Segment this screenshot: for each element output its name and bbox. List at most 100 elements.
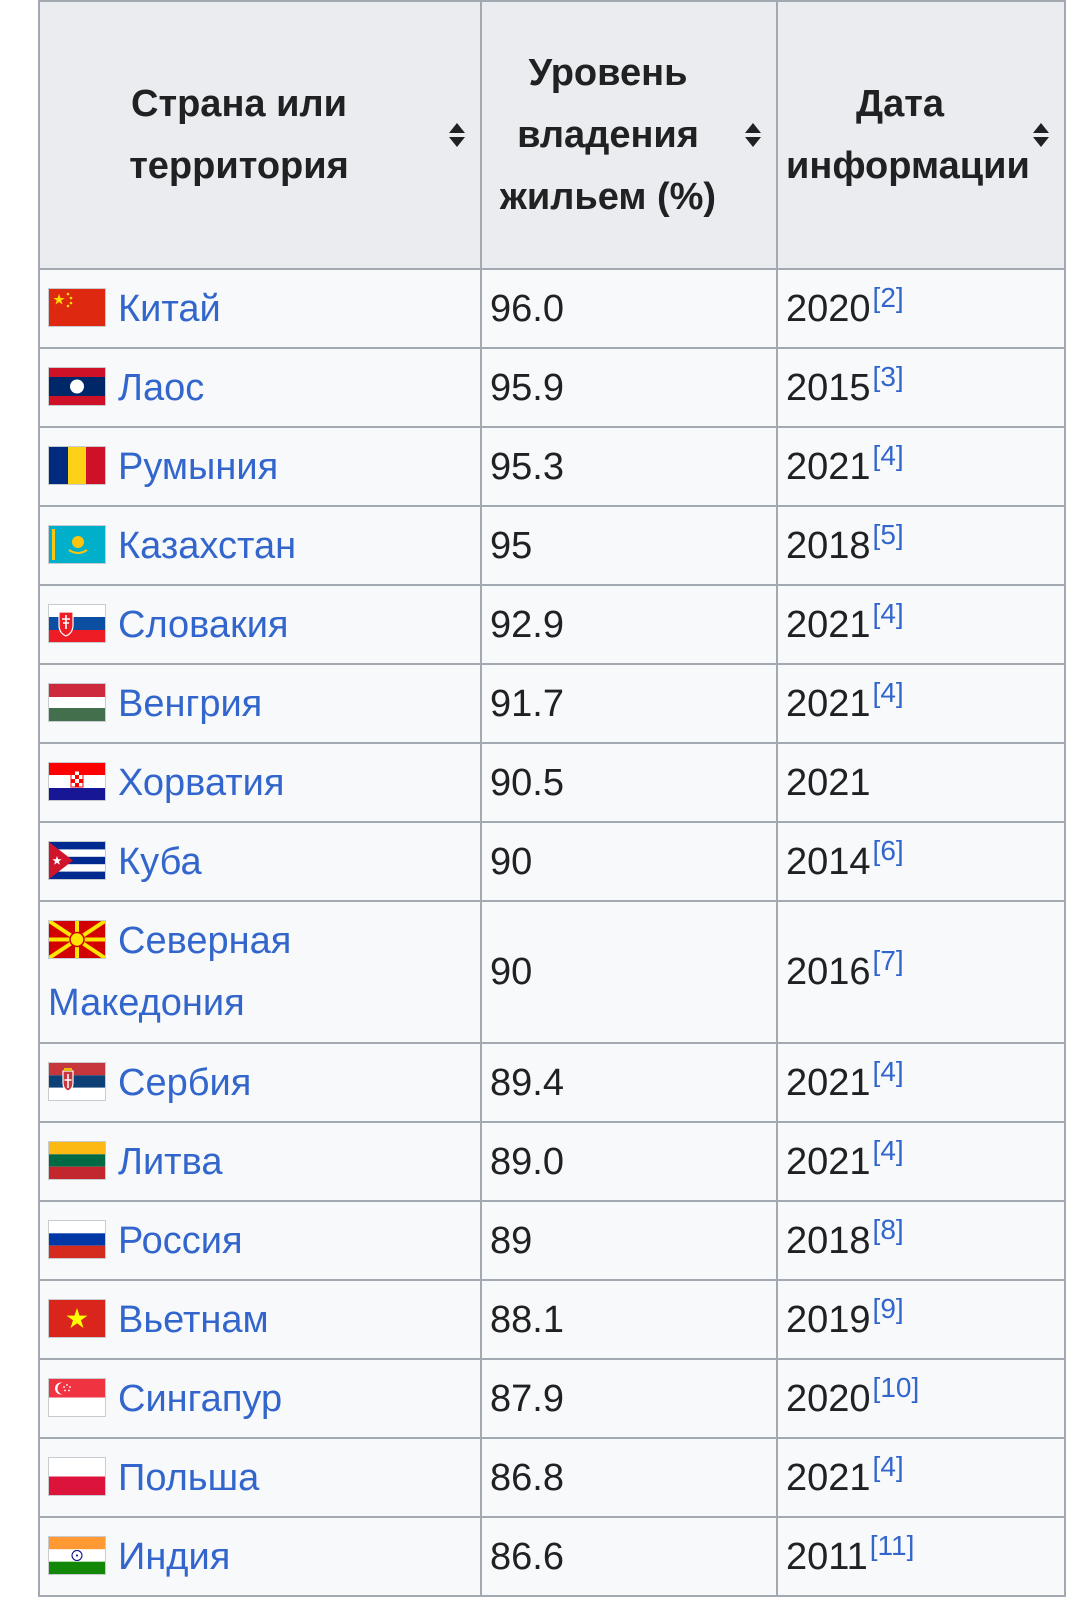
country-cell: Польша xyxy=(38,1437,482,1518)
rate-cell: 95.9 xyxy=(480,347,778,428)
home-ownership-table: Страна или территория Уровень владения ж… xyxy=(38,0,1066,1597)
reference-link[interactable]: [6] xyxy=(872,834,904,866)
country-link[interactable]: Казахстан xyxy=(118,524,297,567)
reference-link[interactable]: [10] xyxy=(872,1371,920,1403)
year-text: 2015 xyxy=(786,366,871,409)
date-cell: 2020[10] xyxy=(776,1358,1066,1439)
reference-link[interactable]: [8] xyxy=(872,1213,904,1245)
rate-cell: 90 xyxy=(480,900,778,1044)
reference-link[interactable]: [3] xyxy=(872,360,904,392)
country-link[interactable]: Россия xyxy=(118,1219,243,1262)
rate-cell: 87.9 xyxy=(480,1358,778,1439)
cuba-flag-icon xyxy=(48,840,106,880)
table-row: Северная Македония 90 2016[7] xyxy=(38,900,1066,1044)
date-cell: 2018[5] xyxy=(776,505,1066,586)
sort-icon[interactable] xyxy=(744,122,762,148)
country-link[interactable]: Лаос xyxy=(118,366,205,409)
reference-link[interactable]: [9] xyxy=(872,1292,904,1324)
date-cell: 2021[4] xyxy=(776,1042,1066,1123)
country-cell: Литва xyxy=(38,1121,482,1202)
kazakhstan-flag-icon xyxy=(48,524,106,564)
year-text: 2021 xyxy=(786,1456,871,1499)
croatia-flag-icon xyxy=(48,761,106,801)
country-link[interactable]: Литва xyxy=(118,1140,223,1183)
year-text: 2014 xyxy=(786,840,871,883)
table-row: Литва 89.0 2021[4] xyxy=(38,1121,1066,1202)
country-link[interactable]: Венгрия xyxy=(118,682,263,725)
country-link[interactable]: Словакия xyxy=(118,603,289,646)
column-header-country[interactable]: Страна или территория xyxy=(38,0,482,270)
reference-link[interactable]: [4] xyxy=(872,1055,904,1087)
rate-cell: 90.5 xyxy=(480,742,778,823)
country-cell: Индия xyxy=(38,1516,482,1597)
country-cell: Сербия xyxy=(38,1042,482,1123)
rate-cell: 90 xyxy=(480,821,778,902)
country-link[interactable]: Румыния xyxy=(118,445,279,488)
rate-cell: 92.9 xyxy=(480,584,778,665)
date-cell: 2020[2] xyxy=(776,268,1066,349)
hungary-flag-icon xyxy=(48,682,106,722)
reference-link[interactable]: [4] xyxy=(872,597,904,629)
country-cell: Венгрия xyxy=(38,663,482,744)
rate-cell: 89.0 xyxy=(480,1121,778,1202)
year-text: 2021 xyxy=(786,603,871,646)
reference-link[interactable]: [4] xyxy=(872,1134,904,1166)
country-cell: Китай xyxy=(38,268,482,349)
india-flag-icon xyxy=(48,1535,106,1575)
china-flag-icon xyxy=(48,287,106,327)
country-link[interactable]: Северная Македония xyxy=(48,920,292,1024)
column-header-label: Дата информации xyxy=(786,83,1030,187)
year-text: 2016 xyxy=(786,951,871,993)
year-text: 2011 xyxy=(786,1535,868,1578)
country-link[interactable]: Куба xyxy=(118,840,202,883)
country-link[interactable]: Хорватия xyxy=(118,761,285,804)
slovakia-flag-icon xyxy=(48,603,106,643)
country-link[interactable]: Польша xyxy=(118,1456,260,1499)
year-text: 2021 xyxy=(786,1140,871,1183)
column-header-date[interactable]: Дата информации xyxy=(776,0,1066,270)
lithuania-flag-icon xyxy=(48,1140,106,1180)
country-link[interactable]: Сербия xyxy=(118,1061,252,1104)
column-header-rate[interactable]: Уровень владения жильем (%) xyxy=(480,0,778,270)
laos-flag-icon xyxy=(48,366,106,406)
table-row: Вьетнам 88.1 2019[9] xyxy=(38,1279,1066,1360)
rate-cell: 95.3 xyxy=(480,426,778,507)
country-link[interactable]: Вьетнам xyxy=(118,1298,269,1341)
reference-link[interactable]: [4] xyxy=(872,676,904,708)
rate-cell: 89.4 xyxy=(480,1042,778,1123)
table-row: Сербия 89.4 2021[4] xyxy=(38,1042,1066,1123)
country-link[interactable]: Китай xyxy=(118,287,221,330)
rate-cell: 95 xyxy=(480,505,778,586)
rate-cell: 96.0 xyxy=(480,268,778,349)
serbia-flag-icon xyxy=(48,1061,106,1101)
year-text: 2018 xyxy=(786,524,871,567)
column-header-label: Уровень владения жильем (%) xyxy=(499,52,717,218)
date-cell: 2018[8] xyxy=(776,1200,1066,1281)
reference-link[interactable]: [7] xyxy=(872,945,904,976)
country-link[interactable]: Индия xyxy=(118,1535,231,1578)
date-cell: 2021[4] xyxy=(776,426,1066,507)
sort-icon[interactable] xyxy=(448,122,466,148)
column-header-label: Страна или территория xyxy=(129,83,349,187)
country-link[interactable]: Сингапур xyxy=(118,1377,283,1420)
country-cell: Куба xyxy=(38,821,482,902)
reference-link[interactable]: [2] xyxy=(872,281,904,313)
year-text: 2018 xyxy=(786,1219,871,1262)
date-cell: 2019[9] xyxy=(776,1279,1066,1360)
table-row: Румыния 95.3 2021[4] xyxy=(38,426,1066,507)
reference-link[interactable]: [4] xyxy=(872,439,904,471)
table-row: Куба 90 2014[6] xyxy=(38,821,1066,902)
table-row: Сингапур 87.9 2020[10] xyxy=(38,1358,1066,1439)
date-cell: 2014[6] xyxy=(776,821,1066,902)
sort-icon[interactable] xyxy=(1032,122,1050,148)
header-row: Страна или территория Уровень владения ж… xyxy=(38,0,1066,270)
reference-link[interactable]: [4] xyxy=(872,1450,904,1482)
rate-cell: 88.1 xyxy=(480,1279,778,1360)
reference-link[interactable]: [5] xyxy=(872,518,904,550)
country-cell: Казахстан xyxy=(38,505,482,586)
table-container: Страна или территория Уровень владения ж… xyxy=(38,0,1066,1597)
country-cell: Сингапур xyxy=(38,1358,482,1439)
date-cell: 2016[7] xyxy=(776,900,1066,1044)
reference-link[interactable]: [11] xyxy=(869,1529,915,1561)
table-row: Словакия 92.9 2021[4] xyxy=(38,584,1066,665)
